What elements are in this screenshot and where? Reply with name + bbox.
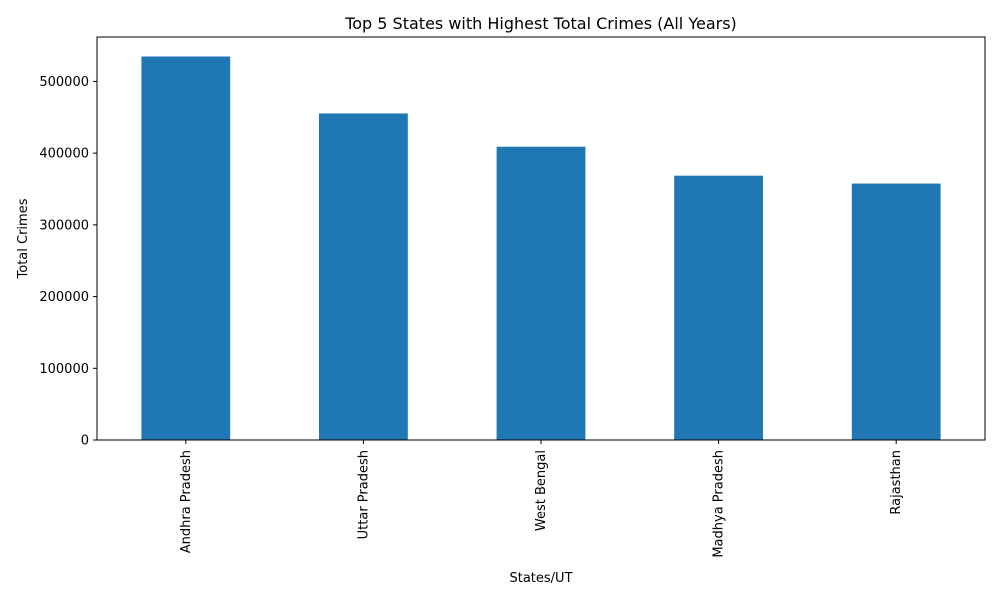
x-tick-label: Rajasthan xyxy=(889,450,904,515)
bar-rajasthan xyxy=(851,183,941,440)
y-tick-label: 300000 xyxy=(39,218,89,233)
y-axis-ticks: 0 100000 200000 300000 400000 500000 xyxy=(39,75,97,449)
bar-andhra-pradesh xyxy=(141,56,231,440)
bar-uttar-pradesh xyxy=(319,113,408,441)
x-tick-label: West Bengal xyxy=(534,450,549,531)
x-tick-label: Andhra Pradesh xyxy=(179,450,194,553)
chart-title: Top 5 States with Highest Total Crimes (… xyxy=(344,14,737,33)
y-axis-label: Total Crimes xyxy=(16,198,31,279)
x-axis-label: States/UT xyxy=(509,571,572,586)
y-tick-label: 0 xyxy=(81,434,89,449)
bar-west-bengal xyxy=(496,146,586,441)
x-axis-ticks: Andhra Pradesh Uttar Pradesh West Bengal Ma… xyxy=(179,440,904,558)
y-tick-label: 100000 xyxy=(39,362,89,377)
y-tick-label: 500000 xyxy=(39,75,89,90)
x-tick-label: Uttar Pradesh xyxy=(356,450,371,539)
y-tick-label: 200000 xyxy=(39,290,89,305)
x-tick-label: Madhya Pradesh xyxy=(712,450,727,558)
plot-frame xyxy=(96,36,986,441)
bars-group xyxy=(141,56,941,441)
y-tick-label: 400000 xyxy=(39,147,89,162)
bar-madhya-pradesh xyxy=(674,175,763,440)
